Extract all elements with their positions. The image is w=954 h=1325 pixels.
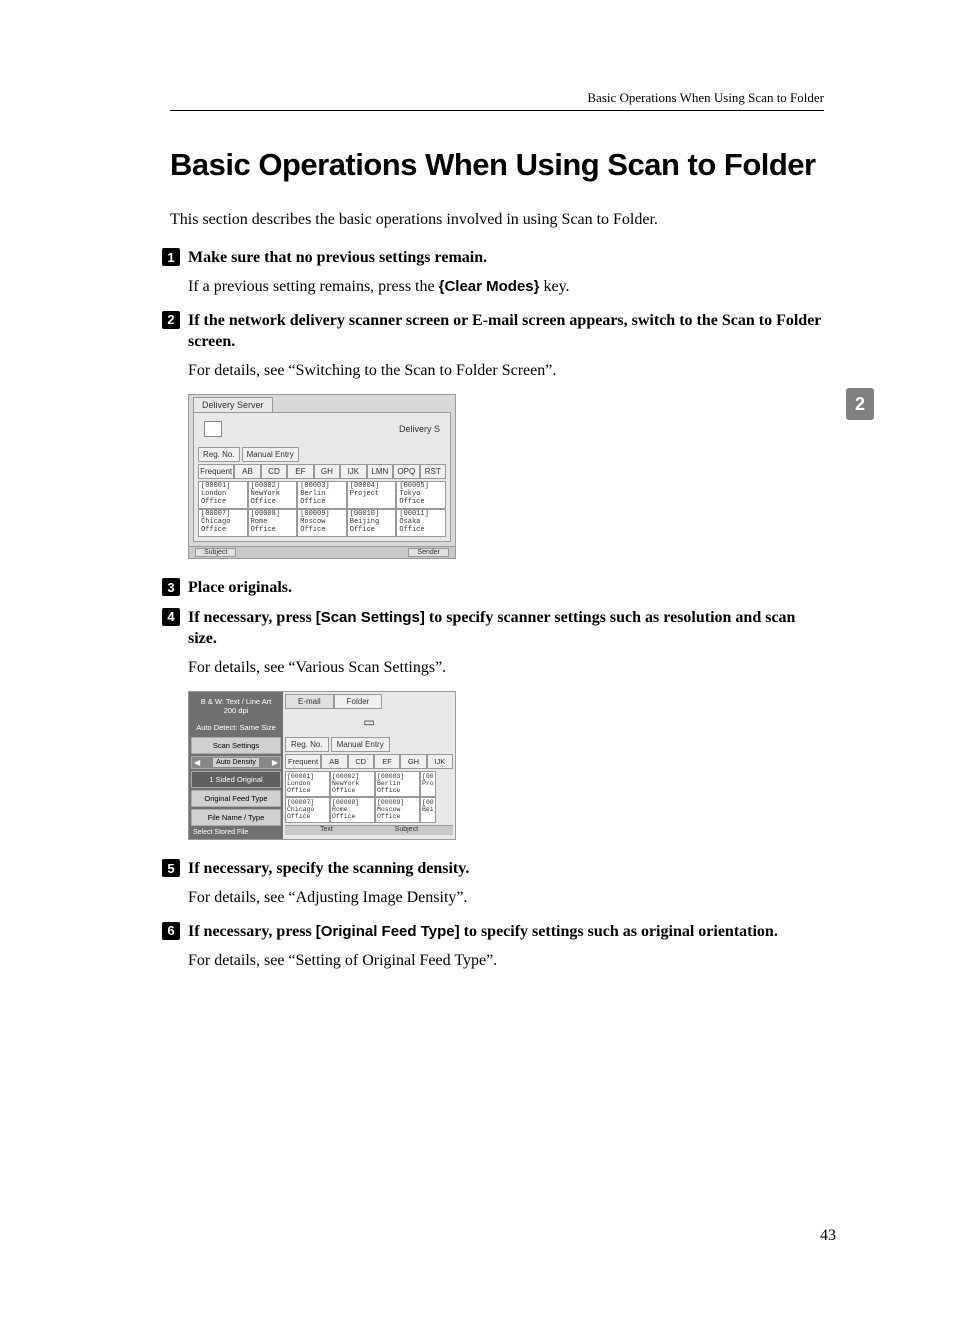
alpha-ijk[interactable]: IJK [427,754,453,769]
dest-entry[interactable]: [00005]Tokyo Office [396,481,446,509]
step-5-title: If necessary, specify the scanning densi… [188,858,824,880]
step-4-title-pre: If necessary, press [188,609,316,626]
step-1-body-post: key. [539,278,569,295]
auto-density-label: Auto Density [213,758,259,767]
step-2: 2 If the network delivery scanner screen… [170,310,824,559]
step-6-title: If necessary, press [Original Feed Type]… [188,921,824,943]
alpha-gh[interactable]: GH [400,754,426,769]
dest-entry[interactable]: [00001]London Office [198,481,248,509]
dest-entry[interactable]: [00Beijing [420,797,436,823]
subject-button[interactable]: Subject [395,826,418,835]
step-4: 4 If necessary, press [Scan Settings] to… [170,607,824,840]
alpha-opq[interactable]: OPQ [393,464,419,479]
page-number: 43 [820,1227,836,1245]
step-1-title: Make sure that no previous settings rema… [188,247,824,269]
dest-entry[interactable]: [00009]Moscow Office [297,509,347,537]
scan-settings-screenshot: B & W: Text / Line Art 200 dpi Auto Dete… [188,691,456,840]
alpha-ef[interactable]: EF [287,464,313,479]
page-title: Basic Operations When Using Scan to Fold… [170,147,824,183]
step-1-body: If a previous setting remains, press the… [188,275,824,298]
alpha-ab[interactable]: AB [321,754,347,769]
dest-entry[interactable]: [00007]Chicago Office [198,509,248,537]
auto-density-control[interactable]: ◀ Auto Density ▶ [191,756,281,769]
step-4-title: If necessary, press [Scan Settings] to s… [188,607,824,650]
dest-entry[interactable]: [00009]Moscow Office [375,797,420,823]
step-number-icon: 3 [162,578,180,596]
manual-entry-button[interactable]: Manual Entry [242,447,299,462]
step-3: 3 Place originals. [170,577,824,599]
dest-entry[interactable]: [00002]NewYork Office [330,771,375,797]
reg-no-button[interactable]: Reg. No. [198,447,240,462]
dest-entry[interactable]: [00Pro [420,771,436,797]
feed-type-button[interactable]: Original Feed Type [191,790,281,807]
page-header: Basic Operations When Using Scan to Fold… [170,90,824,111]
original-feed-type-key: [Original Feed Type] [316,923,460,940]
step-6-body: For details, see “Setting of Original Fe… [188,949,824,972]
step-number-icon: 4 [162,608,180,626]
dest-entry[interactable]: [00008]Rome Office [330,797,375,823]
step-2-body: For details, see “Switching to the Scan … [188,359,824,382]
document-icon [204,421,222,437]
scan-settings-button[interactable]: Scan Settings [191,737,281,754]
step-3-title: Place originals. [188,577,824,599]
folder-icon: ▭ [285,711,453,733]
auto-detect-info: Auto Detect: Same Size [191,720,281,735]
file-name-button[interactable]: File Name / Type [191,809,281,826]
subject-button[interactable]: Subject [195,548,236,557]
step-5: 5 If necessary, specify the scanning den… [170,858,824,909]
step-number-icon: 1 [162,248,180,266]
email-tab[interactable]: E-mail [285,694,334,709]
alpha-cd[interactable]: CD [348,754,374,769]
step-number-icon: 6 [162,922,180,940]
chapter-tab: 2 [846,388,874,420]
frequent-button[interactable]: Frequent [285,754,321,769]
alpha-cd[interactable]: CD [261,464,287,479]
step-number-icon: 5 [162,859,180,877]
step-6-title-pre: If necessary, press [188,923,316,940]
density-left-icon[interactable]: ◀ [194,758,200,767]
step-1: 1 Make sure that no previous settings re… [170,247,824,298]
sender-button[interactable]: Sender [408,548,449,557]
delivery-server-tab[interactable]: Delivery Server [193,397,273,412]
dest-entry[interactable]: [00003]Berlin Office [297,481,347,509]
intro-text: This section describes the basic operati… [170,211,824,229]
dest-entry[interactable]: [00011]Osaka Office [396,509,446,537]
select-stored-file-label: Select Stored File [191,828,281,837]
delivery-server-screenshot: Delivery Server Delivery S Reg. No. Manu… [188,394,456,559]
destination-entries: [00001]London Office [00002]NewYork Offi… [198,481,446,537]
dest-entry[interactable]: [00004]Project [347,481,397,509]
page-content: Basic Operations When Using Scan to Fold… [170,147,824,972]
frequent-button[interactable]: Frequent [198,464,234,479]
density-right-icon[interactable]: ▶ [272,758,278,767]
alpha-ijk[interactable]: IJK [340,464,366,479]
step-1-body-pre: If a previous setting remains, press the [188,278,439,295]
delivery-label: Delivery S [399,424,440,434]
step-2-title: If the network delivery scanner screen o… [188,310,824,353]
dest-entry[interactable]: [00008]Rome Office [248,509,298,537]
clear-modes-key: {Clear Modes} [439,278,540,295]
step-5-body: For details, see “Adjusting Image Densit… [188,886,824,909]
alpha-rst[interactable]: RST [420,464,446,479]
alpha-ab[interactable]: AB [234,464,260,479]
scan-mode-info: B & W: Text / Line Art 200 dpi [191,694,281,718]
one-sided-button[interactable]: 1 Sided Original [191,771,281,788]
dest-entry[interactable]: [00010]Beijing Office [347,509,397,537]
alpha-ef[interactable]: EF [374,754,400,769]
scan-settings-key: [Scan Settings] [316,609,425,626]
dest-entry[interactable]: [00007]Chicago Office [285,797,330,823]
step-6: 6 If necessary, press [Original Feed Typ… [170,921,824,972]
text-button[interactable]: Text [320,826,333,835]
step-number-icon: 2 [162,311,180,329]
dest-entry[interactable]: [00003]Berlin Office [375,771,420,797]
manual-entry-button[interactable]: Manual Entry [331,737,390,752]
dest-entry[interactable]: [00002]NewYork Office [248,481,298,509]
step-4-body: For details, see “Various Scan Settings”… [188,656,824,679]
reg-no-button[interactable]: Reg. No. [285,737,329,752]
alpha-lmn[interactable]: LMN [367,464,393,479]
folder-tab[interactable]: Folder [334,694,383,709]
step-6-title-post: to specify settings such as original ori… [460,923,778,940]
alpha-gh[interactable]: GH [314,464,340,479]
dest-entry[interactable]: [00001]London Office [285,771,330,797]
